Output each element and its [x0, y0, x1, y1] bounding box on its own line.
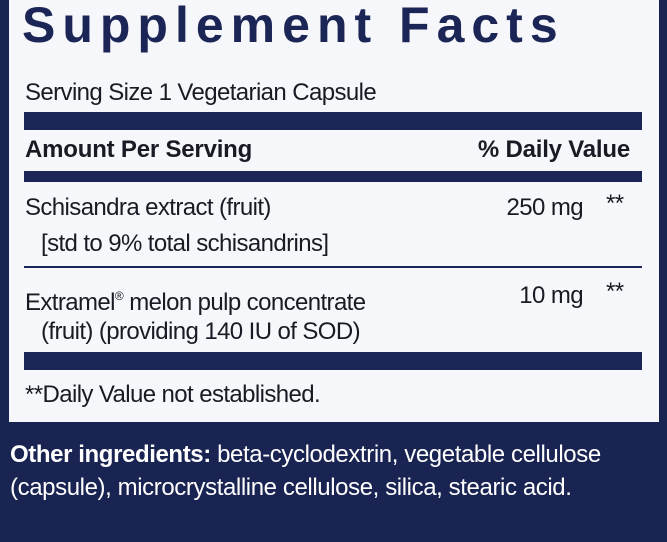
ingredient-dv: ** [606, 278, 624, 305]
footnote: **Daily Value not established. [25, 381, 321, 408]
ingredient-amount: 250 mg [506, 194, 584, 221]
ingredient-name-text: Extramel [25, 289, 115, 316]
ingredient-detail: (fruit) (providing 140 IU of SOD) [41, 318, 361, 345]
other-ingredients-text: beta-cyclodextrin, vegetable cellulose (… [10, 441, 601, 501]
other-ingredients: Other ingredients: beta-cyclodextrin, ve… [10, 438, 660, 504]
thin-divider [24, 266, 642, 268]
label-title: Supplement Facts [22, 0, 565, 53]
daily-value-header: % Daily Value [477, 136, 630, 163]
ingredient-name: Extramel® melon pulp concentrate [25, 282, 366, 317]
thick-divider [24, 112, 642, 130]
serving-size: Serving Size 1 Vegetarian Capsule [25, 79, 377, 106]
ingredient-dv: ** [606, 190, 624, 217]
amount-per-serving-header: Amount Per Serving [25, 136, 253, 163]
medium-divider [24, 171, 642, 182]
registered-mark: ® [114, 289, 124, 303]
other-ingredients-label: Other ingredients: [10, 441, 211, 468]
ingredient-name: Schisandra extract (fruit) [25, 194, 271, 221]
thick-divider [24, 352, 642, 370]
ingredient-detail: [std to 9% total schisandrins] [41, 230, 329, 257]
ingredient-name-rest: melon pulp concentrate [123, 289, 366, 316]
ingredient-amount: 10 mg [519, 282, 583, 309]
supplement-facts-panel [9, 0, 659, 422]
